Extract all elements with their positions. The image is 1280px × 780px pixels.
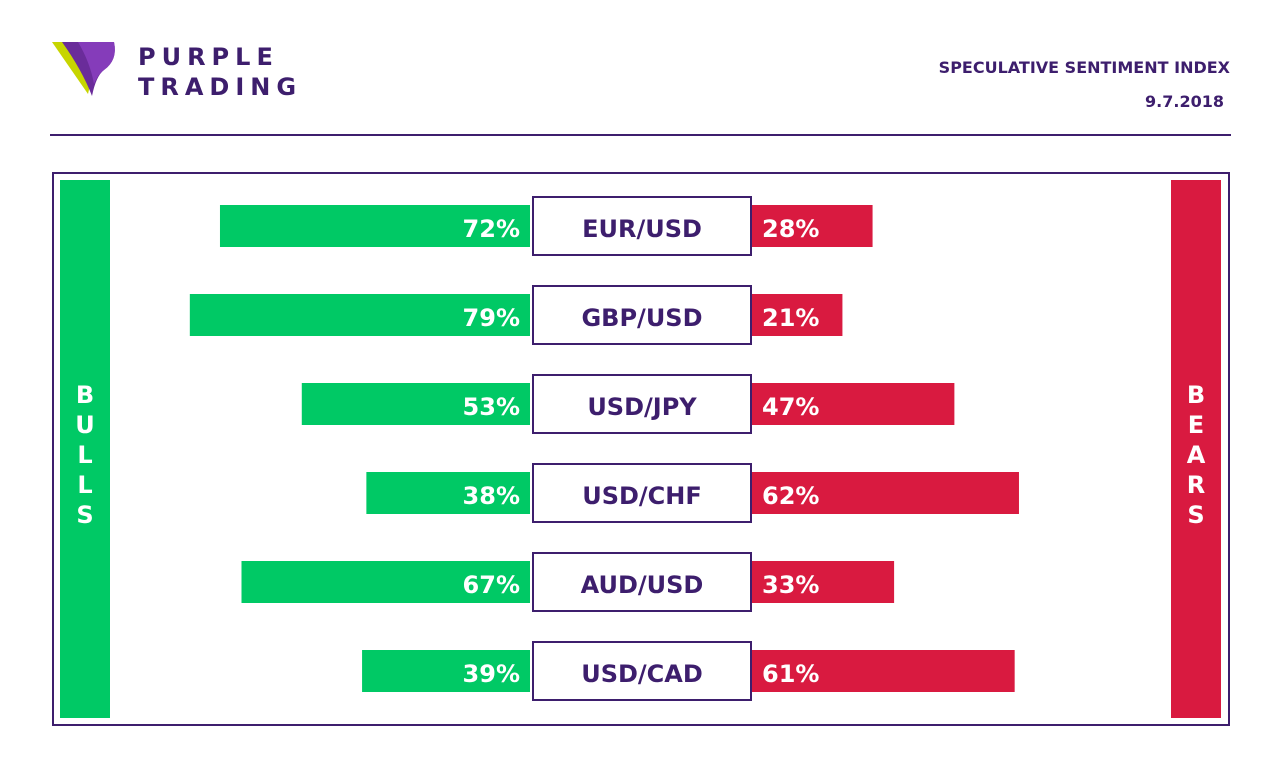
bulls-bar (219, 205, 530, 247)
bulls-bar (366, 472, 530, 514)
bears-value-label: 61% (762, 660, 819, 688)
bulls-value-label: 38% (463, 482, 520, 510)
chart-frame (52, 172, 1230, 726)
pair-label-box (532, 463, 752, 523)
bulls-bar (362, 650, 530, 692)
bulls-value-label: 79% (463, 304, 520, 332)
pair-label-box (532, 374, 752, 434)
bears-value-label: 47% (762, 393, 819, 421)
bears-value-label: 62% (762, 482, 819, 510)
header-divider (50, 134, 1231, 136)
logo-text: PURPLE TRADING (138, 42, 302, 102)
bears-value-label: 28% (762, 215, 819, 243)
bulls-bar (301, 383, 530, 425)
pair-label-box (532, 196, 752, 256)
bears-bar (752, 205, 873, 247)
pair-label: GBP/USD (581, 304, 702, 332)
bears-value-label: 33% (762, 571, 819, 599)
bulls-value-label: 72% (463, 215, 520, 243)
report-date: 9.7.2018 (1145, 92, 1224, 111)
bulls-value-label: 39% (463, 660, 520, 688)
bears-bar (752, 472, 1019, 514)
logo-line-2: TRADING (138, 73, 303, 101)
bears-bar (752, 294, 843, 336)
pair-label-box (532, 641, 752, 701)
logo-line-1: PURPLE (138, 43, 279, 71)
bears-bar (752, 561, 895, 603)
bears-bar (752, 650, 1015, 692)
pair-label: USD/JPY (587, 393, 697, 421)
bulls-value-label: 53% (463, 393, 520, 421)
pair-label: EUR/USD (582, 215, 702, 243)
pair-label: AUD/USD (581, 571, 704, 599)
pair-label: USD/CAD (581, 660, 703, 688)
pair-label: USD/CHF (582, 482, 702, 510)
bulls-bar (241, 561, 531, 603)
bears-value-label: 21% (762, 304, 819, 332)
brand-logo: PURPLE TRADING (52, 40, 312, 102)
pair-label-box (532, 285, 752, 345)
bulls-bar (189, 294, 531, 336)
page-title: SPECULATIVE SENTIMENT INDEX (938, 58, 1230, 77)
pair-label-box (532, 552, 752, 612)
bulls-value-label: 67% (463, 571, 520, 599)
logo-mark-icon (52, 42, 115, 96)
bears-bar (752, 383, 955, 425)
